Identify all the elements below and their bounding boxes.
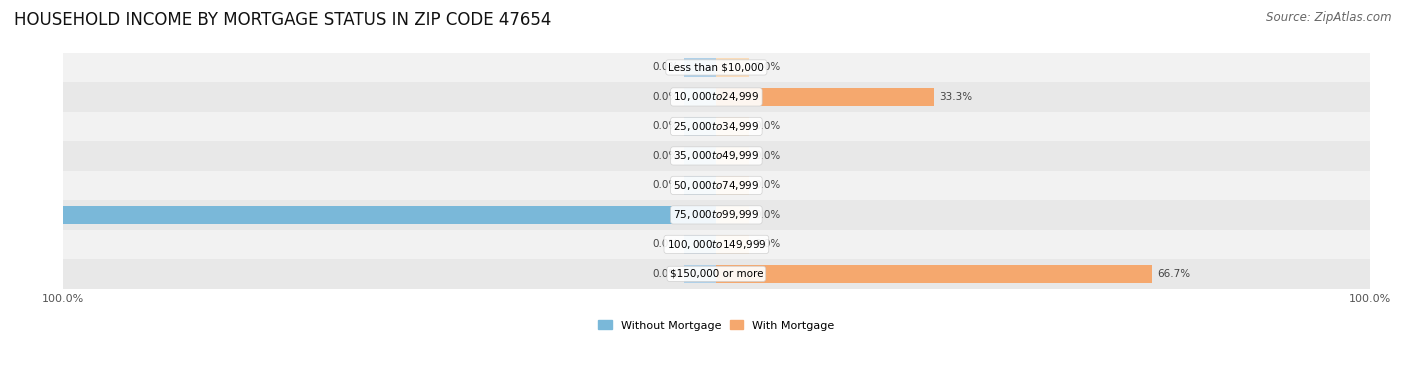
Text: 0.0%: 0.0%: [754, 151, 780, 161]
Bar: [63, 230, 1369, 259]
Bar: [683, 58, 717, 77]
Text: 0.0%: 0.0%: [652, 181, 679, 190]
Bar: [717, 88, 934, 106]
Bar: [717, 235, 749, 253]
Text: 0.0%: 0.0%: [652, 239, 679, 249]
Bar: [683, 117, 717, 136]
Bar: [63, 112, 1369, 141]
Bar: [63, 206, 717, 224]
Text: 0.0%: 0.0%: [652, 151, 679, 161]
Text: $75,000 to $99,999: $75,000 to $99,999: [673, 208, 759, 221]
Bar: [63, 259, 1369, 289]
Text: 0.0%: 0.0%: [754, 210, 780, 220]
Text: 0.0%: 0.0%: [652, 269, 679, 279]
Text: 0.0%: 0.0%: [754, 239, 780, 249]
Text: $35,000 to $49,999: $35,000 to $49,999: [673, 149, 759, 162]
Bar: [63, 141, 1369, 171]
Bar: [683, 88, 717, 106]
Text: $50,000 to $74,999: $50,000 to $74,999: [673, 179, 759, 192]
Bar: [63, 171, 1369, 200]
Text: 0.0%: 0.0%: [754, 121, 780, 132]
Text: $150,000 or more: $150,000 or more: [669, 269, 763, 279]
Bar: [717, 206, 749, 224]
Text: 0.0%: 0.0%: [652, 121, 679, 132]
Text: HOUSEHOLD INCOME BY MORTGAGE STATUS IN ZIP CODE 47654: HOUSEHOLD INCOME BY MORTGAGE STATUS IN Z…: [14, 11, 551, 29]
Text: 0.0%: 0.0%: [754, 63, 780, 72]
Bar: [683, 147, 717, 165]
Text: 33.3%: 33.3%: [939, 92, 973, 102]
Bar: [683, 235, 717, 253]
Bar: [717, 265, 1153, 283]
Text: 100.0%: 100.0%: [14, 210, 58, 220]
Text: 66.7%: 66.7%: [1157, 269, 1191, 279]
Text: 0.0%: 0.0%: [652, 92, 679, 102]
Text: Less than $10,000: Less than $10,000: [668, 63, 765, 72]
Bar: [63, 53, 1369, 82]
Text: Source: ZipAtlas.com: Source: ZipAtlas.com: [1267, 11, 1392, 24]
Bar: [683, 265, 717, 283]
Bar: [63, 82, 1369, 112]
Bar: [683, 176, 717, 195]
Text: 0.0%: 0.0%: [754, 181, 780, 190]
Bar: [717, 117, 749, 136]
Text: 0.0%: 0.0%: [652, 63, 679, 72]
Legend: Without Mortgage, With Mortgage: Without Mortgage, With Mortgage: [593, 316, 839, 335]
Bar: [63, 200, 1369, 230]
Bar: [717, 147, 749, 165]
Text: $25,000 to $34,999: $25,000 to $34,999: [673, 120, 759, 133]
Bar: [717, 58, 749, 77]
Bar: [717, 176, 749, 195]
Text: $100,000 to $149,999: $100,000 to $149,999: [666, 238, 766, 251]
Text: $10,000 to $24,999: $10,000 to $24,999: [673, 90, 759, 103]
